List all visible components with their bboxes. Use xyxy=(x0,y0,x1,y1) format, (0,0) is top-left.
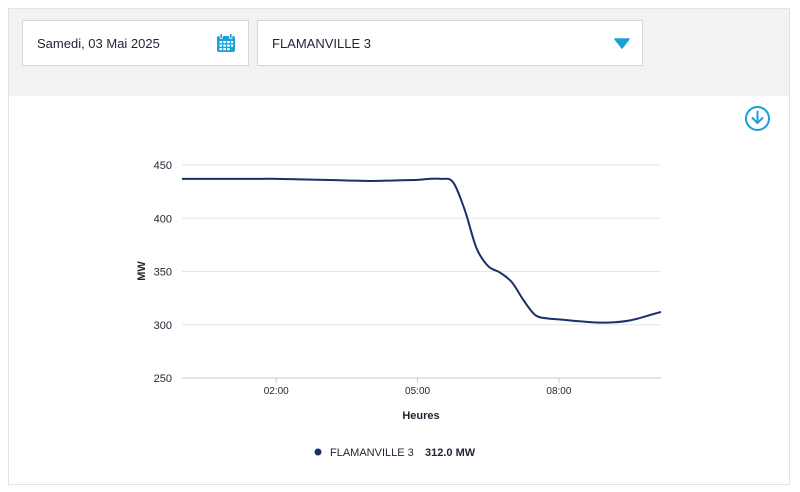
date-value: Samedi, 03 Mai 2025 xyxy=(37,35,160,51)
x-axis-label: Heures xyxy=(402,410,439,422)
legend-marker xyxy=(314,448,322,456)
legend-series-value: 312.0 MW xyxy=(425,447,476,459)
chart-legend[interactable]: FLAMANVILLE 3 312.0 MW xyxy=(314,447,476,459)
y-tick-label: 250 xyxy=(154,373,172,385)
legend-series-name: FLAMANVILLE 3 xyxy=(330,447,414,459)
chart-axes: 250 300 350 400 450 02:00 05:00 08:00 xyxy=(154,160,661,397)
download-icon[interactable] xyxy=(744,105,771,132)
x-tick-label: 05:00 xyxy=(405,386,430,397)
x-tick-label: 02:00 xyxy=(264,386,289,397)
x-tick-label: 08:00 xyxy=(546,386,571,397)
y-tick-label: 300 xyxy=(154,320,172,332)
site-value: FLAMANVILLE 3 xyxy=(272,35,371,51)
site-select[interactable]: FLAMANVILLE 3 xyxy=(257,20,643,66)
date-picker[interactable]: Samedi, 03 Mai 2025 xyxy=(22,20,249,66)
y-tick-label: 400 xyxy=(154,213,172,225)
production-panel: Samedi, 03 Mai 2025 FLAMANVILLE 3 xyxy=(8,8,790,485)
chart-grid xyxy=(182,164,661,326)
filter-bar: Samedi, 03 Mai 2025 FLAMANVILLE 3 xyxy=(9,9,789,96)
y-tick-label: 350 xyxy=(154,267,172,279)
series-line[interactable] xyxy=(182,177,662,324)
chart-series xyxy=(182,177,662,324)
y-axis-label: MW xyxy=(136,261,148,281)
y-tick-label: 450 xyxy=(154,160,172,172)
caret-down-icon[interactable] xyxy=(614,38,630,49)
calendar-icon[interactable] xyxy=(216,33,236,53)
